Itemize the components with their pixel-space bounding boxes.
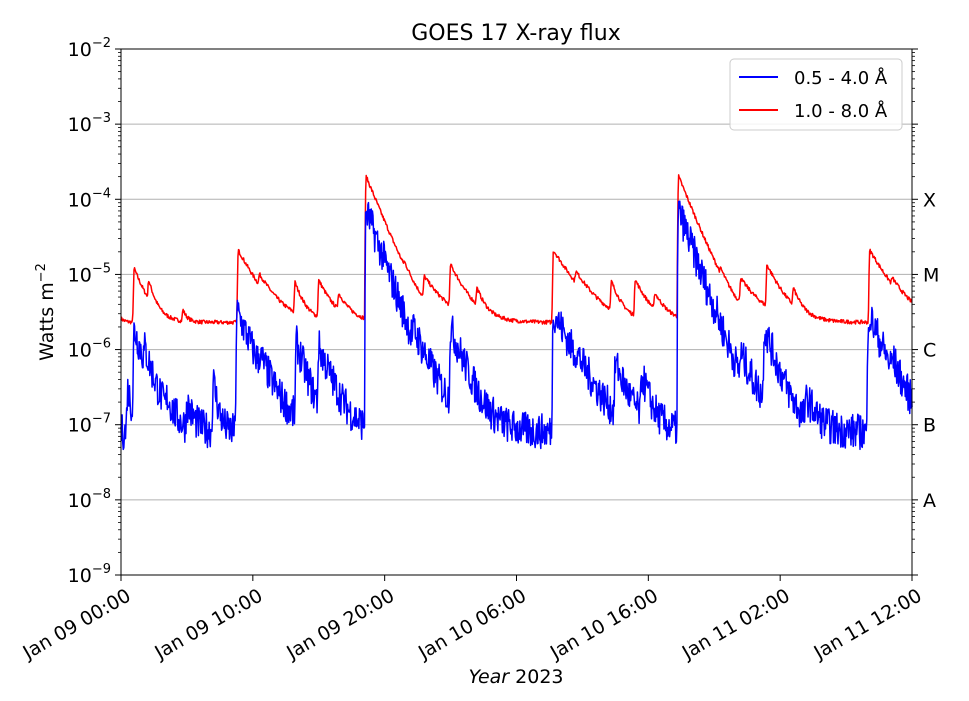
flare-class-label-C: C [923,340,936,362]
y-tick-label-2: 10−7 [68,412,111,437]
y-axis: 10−9 10−8 10−7 10−6 10−5 10−4 10−3 10−2 [68,36,918,587]
flare-class-label-M: M [923,264,939,286]
series-line-1 [120,174,913,325]
legend-label-0: 0.5 - 4.0 Å [794,67,888,89]
y-tick-label-1: 10−8 [68,487,111,512]
legend: 0.5 - 4.0 Å 1.0 - 8.0 Å [729,58,903,131]
flare-class-axis: X M C B A [923,189,939,512]
series-line-0 [120,200,913,451]
y-axis-label: Watts m−2 [34,263,58,361]
series-layer [120,174,913,451]
chart-title: GOES 17 X-ray flux [411,21,620,46]
x-axis-label: Year 2023 [468,666,563,688]
y-tick-label-6: 10−3 [68,111,111,136]
y-tick-label-7: 10−2 [68,36,111,61]
flare-class-label-B: B [923,415,936,437]
y-tick-label-4: 10−5 [68,261,111,286]
flare-class-label-X: X [923,189,936,211]
y-tick-label-3: 10−6 [68,337,111,362]
legend-label-1: 1.0 - 8.0 Å [794,100,888,122]
flare-class-label-A: A [923,490,936,512]
y-axis-label-exponent: −2 [34,263,49,282]
y-tick-label-0: 10−9 [68,562,111,587]
y-tick-label-5: 10−4 [68,186,111,211]
